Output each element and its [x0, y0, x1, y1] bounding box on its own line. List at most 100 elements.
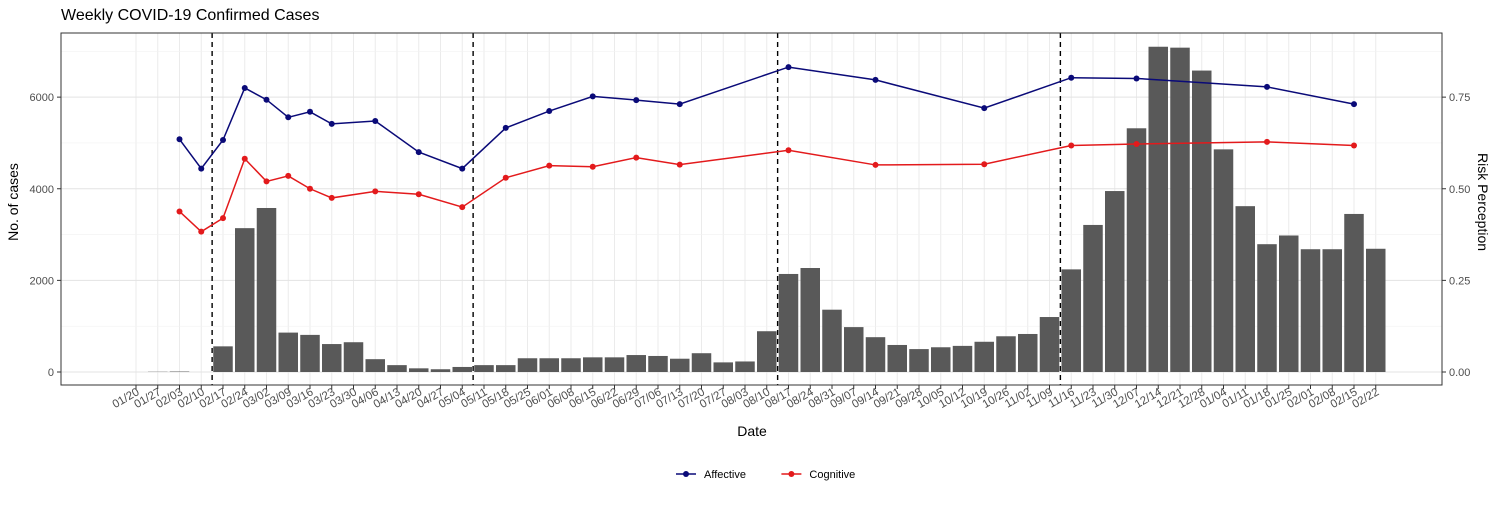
bar — [931, 347, 951, 372]
legend-key-affective-point — [683, 471, 689, 477]
cognitive-point — [198, 229, 204, 235]
bar — [1323, 249, 1343, 372]
bar — [605, 357, 625, 372]
bar — [322, 344, 342, 372]
bar — [1040, 317, 1060, 372]
bar — [540, 358, 560, 372]
chart-title: Weekly COVID-19 Confirmed Cases — [61, 7, 319, 24]
bar — [822, 310, 842, 372]
affective-point — [1264, 84, 1270, 90]
bar — [235, 228, 255, 372]
bar — [453, 367, 473, 372]
cognitive-point — [329, 195, 335, 201]
bar — [387, 365, 407, 372]
affective-point — [307, 109, 313, 115]
y-axis-right: 0.00 0.25 0.50 0.75 — [1442, 92, 1470, 379]
bar — [583, 357, 603, 372]
cognitive-point — [873, 162, 879, 168]
cognitive-point — [633, 155, 639, 161]
bar — [670, 359, 690, 372]
cognitive-point — [242, 156, 248, 162]
cognitive-point — [503, 175, 509, 181]
affective-point — [198, 166, 204, 172]
bar — [1192, 71, 1212, 372]
x-axis: 01/2001/2702/0302/1002/1702/2403/0203/09… — [111, 385, 1382, 411]
bar — [1170, 48, 1190, 372]
cognitive-point — [285, 173, 291, 179]
bar — [1236, 206, 1256, 372]
y2-tick-label: 0.25 — [1449, 275, 1470, 287]
y-tick-label: 4000 — [30, 184, 54, 196]
bar — [1127, 128, 1147, 372]
bar — [888, 345, 908, 372]
affective-point — [1351, 101, 1357, 107]
cognitive-point — [1068, 143, 1074, 149]
bar — [1366, 249, 1386, 372]
bar — [561, 358, 581, 372]
bar — [474, 365, 494, 372]
affective-point — [981, 105, 987, 111]
bar — [300, 335, 320, 372]
bar — [735, 361, 755, 372]
cognitive-point — [416, 191, 422, 197]
legend-label-cognitive: Cognitive — [809, 469, 855, 481]
bar — [1149, 47, 1169, 372]
bar — [779, 274, 799, 372]
affective-point — [1068, 75, 1074, 81]
x-axis-title: Date — [737, 423, 767, 439]
affective-point — [242, 85, 248, 91]
y-axis-left: 0 2000 4000 6000 — [30, 92, 61, 379]
bar — [757, 331, 777, 372]
affective-point — [220, 137, 226, 143]
cognitive-point — [1134, 141, 1140, 147]
y-tick-label: 6000 — [30, 92, 54, 104]
bar — [692, 353, 712, 372]
affective-point — [177, 136, 183, 142]
affective-point — [590, 93, 596, 99]
bar — [409, 368, 429, 372]
cognitive-point — [786, 147, 792, 153]
bar — [648, 356, 668, 372]
bar — [866, 337, 886, 372]
bar — [627, 355, 647, 372]
y2-tick-label: 0.50 — [1449, 184, 1470, 196]
bar — [1214, 149, 1234, 372]
cognitive-point — [590, 164, 596, 170]
bar — [996, 336, 1016, 372]
bar — [1062, 269, 1082, 372]
y2-tick-label: 0.75 — [1449, 92, 1470, 104]
bar — [953, 346, 973, 372]
y-axis-title-right: Risk Perception — [1475, 153, 1491, 251]
cognitive-point — [677, 162, 683, 168]
cognitive-point — [546, 163, 552, 169]
bar — [909, 349, 929, 372]
bar — [1257, 244, 1277, 372]
y-tick-label: 2000 — [30, 275, 54, 287]
affective-point — [329, 121, 335, 127]
bar — [518, 358, 538, 372]
affective-point — [786, 64, 792, 70]
legend-label-affective: Affective — [704, 469, 746, 481]
bar — [1301, 249, 1321, 372]
bar — [257, 208, 277, 372]
y2-tick-label: 0.00 — [1449, 367, 1470, 379]
y-tick-label: 0 — [48, 367, 54, 379]
bar — [1105, 191, 1125, 372]
affective-point — [546, 108, 552, 114]
affective-point — [416, 149, 422, 155]
affective-point — [633, 97, 639, 103]
cognitive-point — [981, 161, 987, 167]
affective-point — [285, 114, 291, 120]
legend: Affective Cognitive — [676, 469, 855, 481]
bar — [344, 342, 364, 372]
y-axis-title-left: No. of cases — [5, 163, 21, 241]
affective-point — [1134, 75, 1140, 81]
cognitive-point — [372, 188, 378, 194]
cognitive-point — [307, 186, 313, 192]
affective-point — [677, 101, 683, 107]
bar — [1344, 214, 1364, 372]
legend-key-cognitive-point — [788, 471, 794, 477]
bar — [213, 346, 233, 372]
